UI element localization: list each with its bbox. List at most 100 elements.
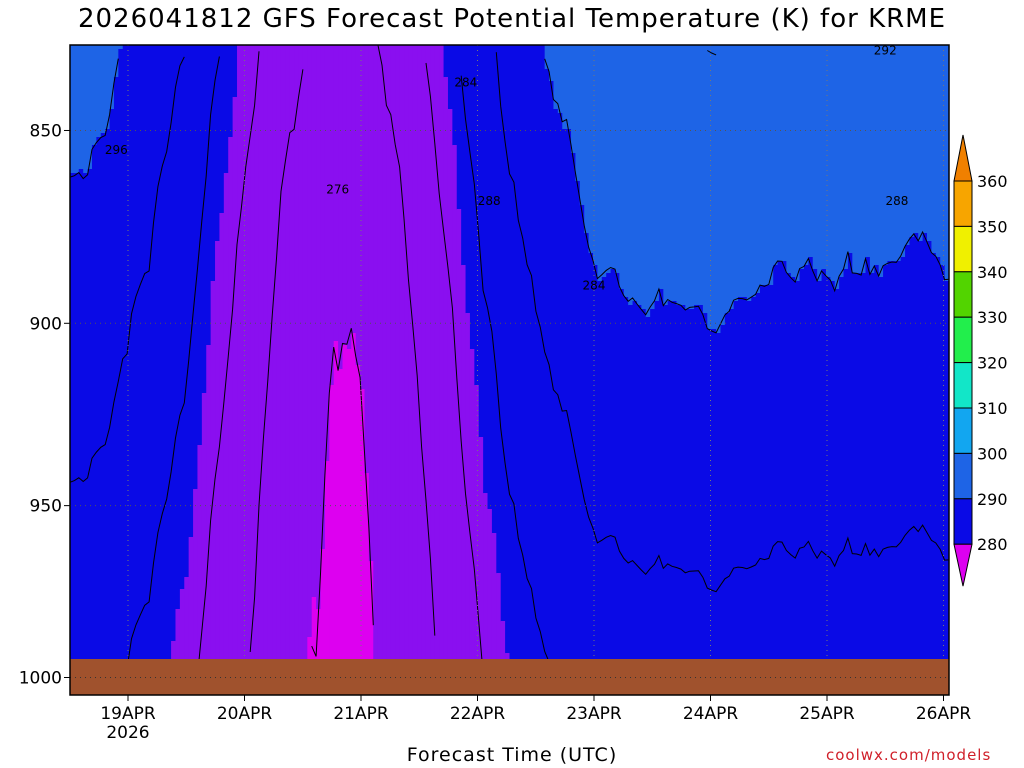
theta-cell bbox=[593, 265, 598, 695]
x-tick-label: 19APR bbox=[100, 704, 156, 724]
theta-cell bbox=[412, 45, 418, 695]
theta-cell bbox=[680, 45, 686, 306]
theta-cell bbox=[606, 273, 612, 695]
theta-cell bbox=[610, 269, 616, 695]
theta-cell bbox=[834, 289, 840, 695]
theta-cell bbox=[628, 45, 634, 306]
theta-cell bbox=[149, 45, 155, 695]
theta-cell bbox=[751, 297, 757, 695]
theta-cell bbox=[628, 305, 634, 695]
theta-cell bbox=[931, 253, 937, 695]
theta-cell bbox=[944, 281, 949, 695]
theta-cell bbox=[83, 173, 89, 695]
theta-cell bbox=[847, 45, 853, 254]
theta-cell bbox=[601, 277, 607, 695]
theta-cell bbox=[685, 309, 691, 695]
theta-cell bbox=[742, 297, 748, 695]
theta-cell bbox=[878, 45, 884, 278]
theta-cell bbox=[250, 45, 256, 695]
theta-cell bbox=[729, 309, 735, 695]
theta-cell bbox=[373, 45, 379, 690]
theta-cell bbox=[346, 349, 352, 695]
theta-cell bbox=[219, 45, 225, 214]
colorbar-extend-top bbox=[953, 134, 973, 182]
theta-cell bbox=[188, 45, 194, 538]
theta-cell bbox=[74, 173, 80, 695]
theta-color-bands bbox=[70, 45, 949, 695]
theta-cell bbox=[320, 45, 326, 550]
theta-cell bbox=[716, 333, 722, 695]
theta-cell bbox=[171, 45, 177, 642]
theta-cell bbox=[122, 45, 128, 695]
theta-cell bbox=[623, 45, 629, 298]
theta-cell bbox=[861, 45, 867, 274]
colorbar-label: 280 bbox=[977, 535, 1008, 554]
theta-cell bbox=[887, 261, 893, 695]
theta-cell bbox=[421, 45, 427, 695]
theta-cell bbox=[584, 233, 590, 695]
theta-cell bbox=[781, 45, 787, 262]
colorbar-segment bbox=[953, 225, 973, 273]
x-year-label: 2026 bbox=[106, 723, 149, 743]
plot-frame bbox=[69, 44, 950, 696]
theta-cell bbox=[206, 45, 212, 346]
theta-cell bbox=[241, 45, 247, 695]
theta-cell bbox=[768, 285, 774, 695]
theta-cell bbox=[773, 265, 779, 695]
theta-cell bbox=[157, 45, 163, 695]
theta-cell bbox=[610, 45, 616, 270]
theta-cell bbox=[228, 137, 234, 695]
theta-cell bbox=[245, 45, 251, 695]
x-tick-label: 24APR bbox=[683, 704, 739, 724]
theta-cell bbox=[927, 241, 933, 695]
theta-cell bbox=[795, 281, 801, 695]
x-tick-label: 23APR bbox=[566, 704, 622, 724]
contour-label: 284 bbox=[454, 76, 477, 90]
theta-cell bbox=[232, 97, 238, 695]
theta-cell bbox=[500, 621, 506, 695]
theta-cell bbox=[720, 45, 726, 326]
theta-cell bbox=[724, 45, 730, 314]
contour-label: 276 bbox=[326, 182, 349, 196]
theta-cell bbox=[456, 45, 462, 210]
theta-cell bbox=[834, 45, 840, 290]
theta-cell bbox=[329, 385, 335, 695]
theta-cell bbox=[382, 45, 388, 695]
colorbar-label: 300 bbox=[977, 444, 1008, 463]
theta-cell bbox=[83, 45, 89, 174]
theta-cell bbox=[544, 69, 550, 695]
theta-cell bbox=[913, 233, 919, 695]
theta-cell bbox=[100, 133, 106, 695]
theta-cell bbox=[368, 45, 374, 562]
contour-line bbox=[311, 328, 374, 657]
theta-cell bbox=[87, 169, 93, 695]
theta-cell bbox=[865, 45, 871, 258]
theta-cell bbox=[927, 45, 933, 242]
theta-cell bbox=[478, 45, 484, 438]
theta-cell bbox=[333, 341, 339, 695]
theta-cell bbox=[237, 45, 242, 695]
theta-cell bbox=[566, 129, 572, 695]
theta-cell bbox=[645, 317, 651, 695]
theta-cell bbox=[786, 273, 792, 695]
theta-cell bbox=[786, 45, 792, 274]
theta-cell bbox=[386, 45, 392, 695]
theta-cell bbox=[579, 205, 585, 695]
theta-cell bbox=[922, 45, 928, 234]
theta-cell bbox=[513, 45, 519, 686]
theta-cell bbox=[109, 109, 115, 695]
theta-cell bbox=[452, 145, 458, 695]
theta-cell bbox=[109, 45, 115, 110]
credit-link[interactable]: coolwx.com/models bbox=[826, 746, 992, 764]
colorbar-label: 310 bbox=[977, 399, 1008, 418]
theta-cell bbox=[452, 45, 458, 146]
theta-cell bbox=[127, 45, 133, 695]
theta-cell bbox=[430, 45, 436, 695]
theta-cell bbox=[869, 273, 875, 695]
contour-label: 296 bbox=[105, 143, 128, 157]
x-axis: 19APR 20APR 21APR 22APR 23APR 24APR 25APR 26APR… bbox=[100, 695, 971, 743]
y-tick-label: 1000 bbox=[19, 669, 62, 689]
theta-cell bbox=[351, 45, 357, 334]
x-tick-label: 26APR bbox=[916, 704, 972, 724]
colorbar-segment bbox=[953, 362, 973, 409]
